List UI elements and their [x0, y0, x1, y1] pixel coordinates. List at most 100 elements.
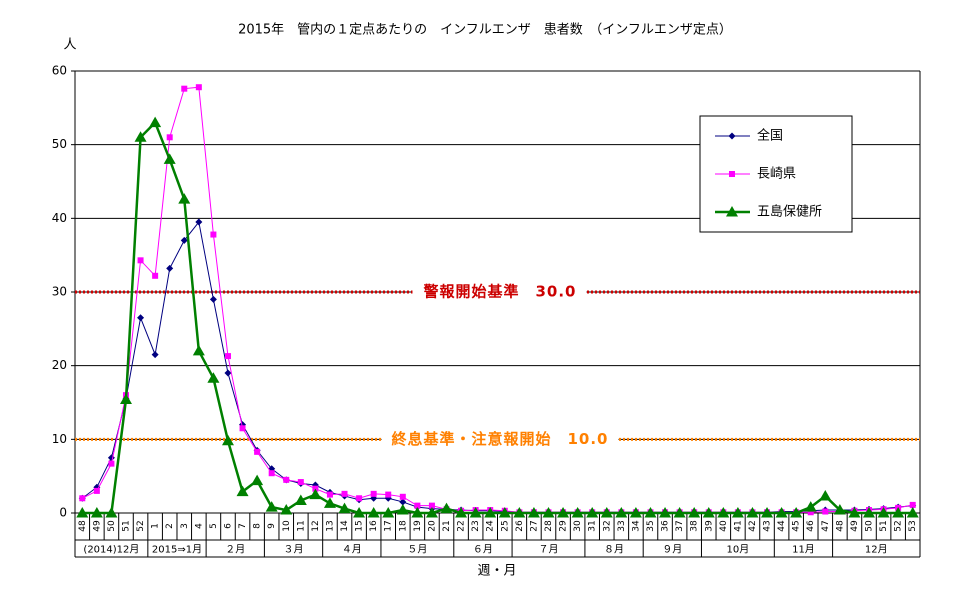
- legend-label: 全国: [757, 128, 783, 144]
- marker: [428, 502, 435, 509]
- month-label: 12月: [865, 544, 888, 556]
- marker: [586, 507, 599, 518]
- series-line: [82, 120, 913, 515]
- marker: [195, 84, 202, 91]
- x-tick-label: 15: [355, 520, 365, 531]
- marker: [761, 507, 774, 518]
- marker: [192, 344, 205, 356]
- x-tick-label: 42: [748, 520, 758, 531]
- marker: [600, 507, 613, 518]
- threshold-label-bg: [381, 435, 619, 444]
- x-tick-label: 11: [296, 520, 306, 531]
- marker: [338, 502, 351, 514]
- marker: [326, 491, 333, 498]
- marker: [629, 507, 642, 518]
- x-tick-label: 16: [369, 520, 379, 532]
- marker: [353, 507, 366, 518]
- x-tick-label: 43: [763, 520, 773, 531]
- marker: [119, 393, 132, 405]
- x-tick-label: 1: [151, 523, 161, 529]
- x-tick-label: 29: [559, 520, 569, 532]
- marker: [107, 454, 115, 462]
- x-tick-label: 8: [253, 523, 263, 529]
- marker: [166, 264, 174, 272]
- month-label: 2015⇒1月: [152, 544, 202, 556]
- month-label: ５月: [407, 544, 427, 556]
- y-tick-label: 60: [52, 64, 67, 78]
- marker: [382, 507, 395, 518]
- marker: [178, 193, 191, 204]
- marker: [209, 295, 217, 303]
- x-tick-label: 4: [194, 523, 204, 529]
- x-tick-label: 10: [282, 520, 292, 532]
- month-label: 11月: [792, 544, 815, 556]
- x-tick-label: 20: [427, 520, 437, 532]
- marker: [367, 507, 380, 518]
- month-label: 10月: [727, 544, 750, 556]
- marker: [149, 116, 162, 128]
- marker: [455, 507, 468, 518]
- x-tick-label: 49: [92, 520, 102, 532]
- x-tick-label: 44: [777, 520, 787, 532]
- marker: [221, 434, 234, 446]
- x-tick-label: 9: [267, 523, 277, 529]
- marker: [892, 507, 905, 518]
- marker: [484, 507, 497, 518]
- x-tick-label: 30: [573, 520, 583, 532]
- y-tick-label: 30: [52, 285, 67, 299]
- marker: [746, 507, 759, 518]
- marker: [105, 507, 118, 518]
- marker: [790, 507, 803, 518]
- x-tick-label: 52: [894, 520, 904, 531]
- marker: [137, 257, 144, 264]
- marker: [137, 314, 145, 322]
- marker: [294, 494, 307, 505]
- marker: [134, 131, 147, 142]
- marker: [280, 504, 293, 515]
- x-tick-label: 34: [631, 520, 641, 532]
- marker: [909, 501, 916, 508]
- x-tick-label: 27: [529, 520, 539, 531]
- marker: [152, 272, 159, 279]
- x-tick-label: 32: [602, 520, 612, 531]
- marker: [399, 493, 406, 500]
- marker: [151, 351, 159, 359]
- marker: [108, 460, 115, 467]
- marker: [688, 507, 701, 518]
- marker: [93, 487, 100, 494]
- marker: [822, 508, 829, 515]
- y-tick-label: 20: [52, 358, 67, 372]
- x-tick-label: 33: [617, 520, 627, 531]
- y-tick-label: 40: [52, 211, 67, 225]
- marker: [833, 504, 846, 515]
- x-tick-label: 17: [384, 520, 394, 531]
- x-tick-label: 28: [544, 520, 554, 532]
- marker: [163, 153, 176, 164]
- marker: [775, 507, 788, 518]
- marker: [207, 372, 220, 383]
- x-tick-label: 50: [865, 520, 875, 532]
- marker: [309, 488, 322, 500]
- marker: [702, 507, 715, 518]
- marker: [440, 502, 453, 514]
- marker: [323, 497, 336, 508]
- x-tick-label: 18: [398, 520, 408, 532]
- month-label: ４月: [342, 544, 362, 556]
- marker: [542, 507, 555, 518]
- marker: [166, 134, 173, 141]
- x-tick-label: 7: [238, 523, 248, 529]
- marker: [848, 507, 861, 518]
- marker: [180, 236, 188, 244]
- x-tick-label: 31: [588, 520, 598, 531]
- marker: [673, 507, 686, 518]
- marker: [527, 507, 540, 518]
- marker: [411, 507, 424, 518]
- marker: [254, 448, 261, 455]
- threshold-label: 終息基準・注意報開始 10.0: [391, 430, 608, 448]
- marker: [283, 476, 290, 483]
- marker: [571, 507, 584, 518]
- marker: [370, 490, 377, 497]
- x-tick-label: 47: [821, 520, 831, 531]
- marker: [731, 507, 744, 518]
- x-tick-label: 45: [792, 520, 802, 531]
